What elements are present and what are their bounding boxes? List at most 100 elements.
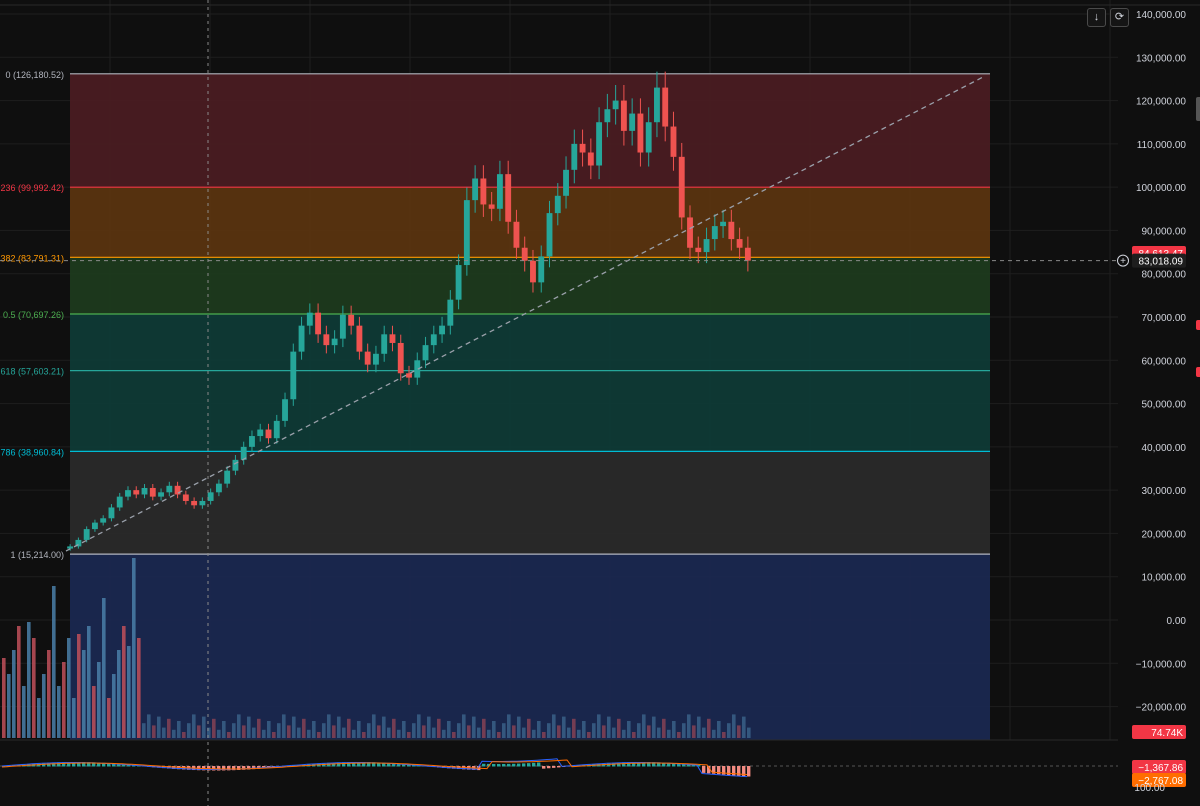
macd-histogram-bar bbox=[687, 764, 691, 767]
macd-histogram-bar bbox=[382, 762, 386, 767]
macd-histogram-bar bbox=[367, 762, 371, 767]
macd-histogram-bar bbox=[617, 762, 621, 767]
macd-histogram-bar bbox=[62, 762, 66, 767]
candle-body bbox=[282, 399, 288, 421]
volume-bar bbox=[277, 723, 281, 738]
candle-body bbox=[265, 429, 272, 439]
candle-body bbox=[480, 178, 487, 205]
plus-circle-icon bbox=[1117, 254, 1129, 267]
candle-body bbox=[620, 100, 627, 131]
volume-bar bbox=[177, 721, 181, 738]
candle-body bbox=[439, 325, 445, 335]
volume-bar bbox=[192, 714, 196, 738]
macd-histogram-bar bbox=[67, 762, 71, 767]
volume-bar bbox=[552, 714, 556, 738]
candle-body bbox=[711, 226, 718, 240]
macd-histogram-bar bbox=[677, 763, 681, 767]
candle-body bbox=[538, 256, 545, 283]
macd-histogram-bar bbox=[497, 763, 501, 767]
volume-bar bbox=[292, 716, 296, 738]
volume-bars bbox=[2, 558, 751, 738]
macd-histogram-bar bbox=[342, 762, 346, 767]
volume-bar bbox=[427, 716, 431, 738]
candle-body bbox=[736, 239, 743, 248]
volume-bar bbox=[12, 650, 16, 738]
volume-bar bbox=[502, 723, 506, 738]
candle-body bbox=[744, 247, 751, 261]
fib-level-label: 0 (126,180.52) bbox=[5, 70, 64, 80]
candle-body bbox=[116, 496, 123, 508]
macd-histogram-bar bbox=[222, 766, 226, 771]
candle-body bbox=[141, 487, 148, 495]
candle-body bbox=[447, 299, 454, 326]
macd-histogram-bar bbox=[652, 762, 656, 767]
volume-bar bbox=[722, 732, 726, 738]
volume-bar bbox=[377, 725, 381, 738]
macd-histogram-bar bbox=[122, 764, 126, 767]
volume-bar bbox=[72, 698, 76, 738]
candle-body bbox=[563, 169, 569, 196]
volume-bar bbox=[252, 727, 256, 738]
volume-bar bbox=[147, 714, 151, 738]
y-tick-label: 40,000.00 bbox=[1142, 443, 1187, 454]
edge-scroll-handle[interactable] bbox=[1196, 97, 1200, 121]
volume-bar bbox=[732, 714, 736, 738]
volume-bar bbox=[457, 723, 461, 738]
candle-body bbox=[604, 109, 611, 123]
candle-body bbox=[91, 522, 98, 530]
macd-histogram-bar bbox=[552, 766, 556, 768]
arrow-down-icon[interactable]: ↓ bbox=[1087, 8, 1106, 27]
volume-bar bbox=[447, 721, 451, 738]
macd-histogram-bar bbox=[57, 762, 61, 767]
refresh-icon[interactable]: ⟳ bbox=[1110, 8, 1129, 27]
volume-bar bbox=[662, 718, 666, 738]
candle-body bbox=[348, 314, 355, 326]
volume-bar bbox=[652, 716, 656, 738]
volume-bar bbox=[437, 718, 441, 738]
volume-bar bbox=[332, 725, 336, 738]
plus-icon: + bbox=[1120, 256, 1126, 267]
volume-bar bbox=[677, 732, 681, 738]
candle-body bbox=[488, 204, 495, 209]
candle-body bbox=[290, 351, 297, 400]
macd-histogram-bar bbox=[232, 766, 236, 771]
last-price-tag: 83,018.09 bbox=[1139, 257, 1184, 268]
candle-body bbox=[612, 100, 619, 110]
macd-histogram-bar bbox=[647, 762, 651, 767]
y-tick-label: 140,000.00 bbox=[1136, 10, 1186, 21]
fib-level-label: 236 (99,992.42) bbox=[0, 183, 64, 193]
candle-body bbox=[496, 174, 503, 209]
macd-histogram-bar bbox=[72, 762, 76, 767]
volume-bar bbox=[107, 698, 111, 738]
macd-histogram-bar bbox=[397, 763, 401, 767]
volume-bar bbox=[682, 723, 686, 738]
volume-bar bbox=[482, 718, 486, 738]
macd-histogram-bar bbox=[697, 764, 701, 767]
candle-body bbox=[298, 325, 305, 352]
y-tick-label: 10,000.00 bbox=[1142, 573, 1187, 584]
volume-bar bbox=[497, 732, 501, 738]
macd-histogram-bar bbox=[707, 766, 711, 774]
fib-zone bbox=[70, 313, 990, 371]
candles bbox=[67, 71, 751, 551]
macd-histogram-bar bbox=[242, 766, 246, 770]
volume-bar bbox=[442, 729, 446, 738]
volume-bar bbox=[267, 721, 271, 738]
candle-body bbox=[472, 178, 479, 201]
candle-body bbox=[207, 492, 214, 501]
volume-bar bbox=[592, 723, 596, 738]
macd-histogram-bar bbox=[517, 763, 521, 767]
volume-bar bbox=[587, 732, 591, 738]
volume-bar bbox=[417, 714, 421, 738]
candle-body bbox=[191, 500, 198, 506]
macd-histogram-bar bbox=[237, 766, 241, 770]
volume-bar bbox=[747, 727, 751, 738]
candle-body bbox=[108, 507, 115, 519]
volume-bar bbox=[127, 646, 131, 738]
volume-bar bbox=[242, 725, 246, 738]
macd-line bbox=[1, 758, 748, 778]
macd-histogram-bar bbox=[337, 762, 341, 767]
macd-histogram-bar bbox=[117, 763, 121, 767]
volume-bar bbox=[727, 723, 731, 738]
